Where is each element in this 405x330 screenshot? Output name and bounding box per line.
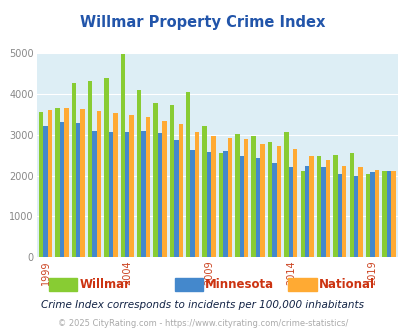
Bar: [92, 131, 96, 257]
Bar: [260, 144, 264, 257]
Bar: [60, 122, 64, 257]
Bar: [223, 150, 227, 257]
Bar: [243, 139, 248, 257]
Bar: [125, 132, 129, 257]
Bar: [120, 54, 125, 257]
Bar: [158, 133, 162, 257]
Bar: [234, 134, 239, 257]
Bar: [239, 156, 243, 257]
Bar: [369, 172, 374, 257]
Bar: [390, 171, 394, 257]
Bar: [55, 108, 60, 257]
Bar: [251, 136, 255, 257]
Bar: [76, 123, 80, 257]
Bar: [96, 111, 101, 257]
Bar: [48, 110, 52, 257]
Bar: [304, 166, 309, 257]
Bar: [255, 157, 260, 257]
Bar: [169, 105, 174, 257]
Bar: [178, 124, 183, 257]
Bar: [129, 115, 134, 257]
Text: © 2025 CityRating.com - https://www.cityrating.com/crime-statistics/: © 2025 CityRating.com - https://www.city…: [58, 319, 347, 328]
Bar: [276, 146, 280, 257]
Bar: [88, 82, 92, 257]
Bar: [71, 83, 76, 257]
Bar: [174, 140, 178, 257]
Bar: [227, 138, 231, 257]
Bar: [333, 155, 337, 257]
Bar: [374, 170, 378, 257]
Bar: [162, 121, 166, 257]
Bar: [185, 92, 190, 257]
Bar: [300, 171, 304, 257]
Text: Minnesota: Minnesota: [205, 278, 273, 291]
Bar: [309, 155, 313, 257]
Bar: [153, 103, 158, 257]
Bar: [211, 136, 215, 257]
Bar: [386, 171, 390, 257]
Bar: [325, 160, 329, 257]
Bar: [80, 109, 85, 257]
Text: Willmar Property Crime Index: Willmar Property Crime Index: [80, 15, 325, 30]
Bar: [141, 131, 145, 257]
Bar: [104, 78, 109, 257]
Bar: [382, 171, 386, 257]
Bar: [267, 142, 272, 257]
Bar: [292, 149, 297, 257]
Bar: [206, 152, 211, 257]
Bar: [39, 112, 43, 257]
Bar: [202, 126, 206, 257]
Bar: [358, 167, 362, 257]
Bar: [288, 167, 292, 257]
Text: Willmar: Willmar: [79, 278, 130, 291]
Bar: [337, 174, 341, 257]
Bar: [64, 108, 68, 257]
Text: National: National: [318, 278, 374, 291]
Text: Crime Index corresponds to incidents per 100,000 inhabitants: Crime Index corresponds to incidents per…: [41, 300, 364, 310]
Bar: [190, 150, 194, 257]
Bar: [316, 155, 320, 257]
Bar: [353, 176, 358, 257]
Bar: [218, 153, 223, 257]
Bar: [272, 163, 276, 257]
Bar: [284, 132, 288, 257]
Bar: [194, 132, 199, 257]
Bar: [145, 117, 150, 257]
Bar: [136, 90, 141, 257]
Bar: [43, 126, 48, 257]
Bar: [341, 166, 345, 257]
Bar: [109, 132, 113, 257]
Bar: [113, 113, 117, 257]
Bar: [320, 167, 325, 257]
Bar: [365, 174, 369, 257]
Bar: [349, 153, 353, 257]
